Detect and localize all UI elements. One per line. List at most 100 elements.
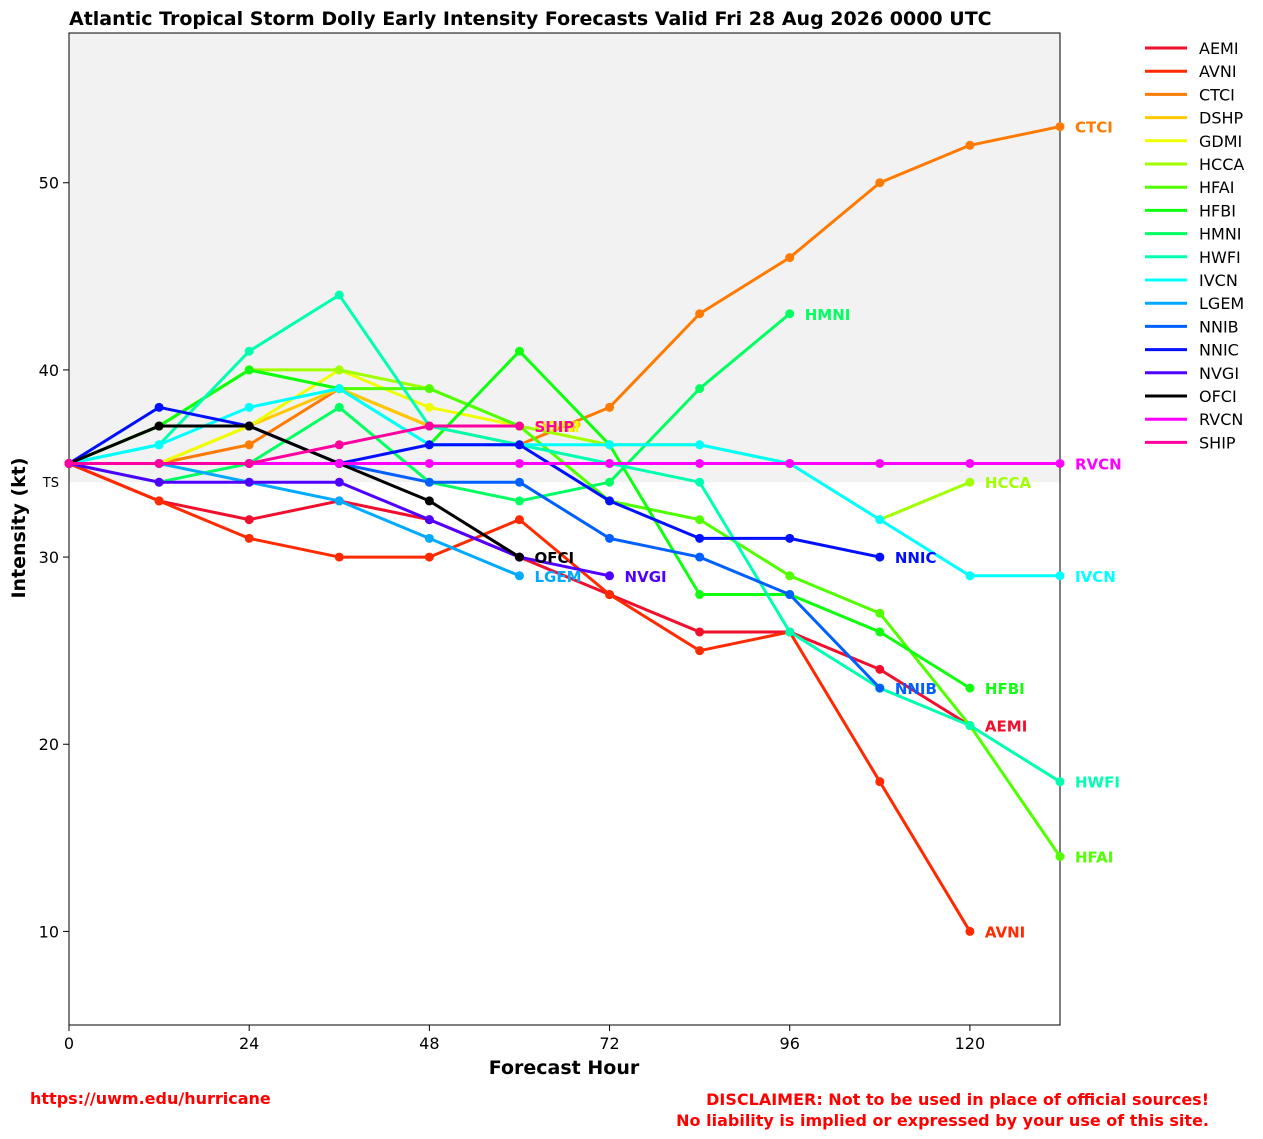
legend-label: LGEM [1199, 294, 1244, 313]
data-point [514, 458, 524, 468]
plot-frame [68, 32, 1061, 1026]
x-axis-label: Forecast Hour [489, 1057, 640, 1079]
legend-item-lgem: LGEM [1145, 294, 1244, 313]
legend-item-ship: SHIP [1145, 433, 1236, 452]
x-tick-label: 24 [239, 1034, 259, 1053]
data-point [605, 571, 615, 581]
series-end-label: NNIB [895, 680, 937, 698]
data-point [514, 571, 524, 581]
legend-label: CTCI [1199, 85, 1235, 104]
data-point [154, 421, 164, 431]
data-point [244, 515, 254, 525]
data-point [875, 683, 885, 693]
data-point [334, 290, 344, 300]
data-point [695, 646, 705, 656]
legend: AEMI AVNI CTCI DSHP GDMI HCCA HFAI HFBI HMNI HWFI… [1145, 39, 1244, 452]
series-end-label: SHIP [534, 418, 574, 436]
series-ship: SHIP [64, 418, 574, 468]
data-point [514, 346, 524, 356]
series-line [69, 125, 1061, 465]
x-tick-label: 0 [64, 1034, 74, 1053]
data-point [334, 440, 344, 450]
data-point [965, 458, 975, 468]
legend-label: HCCA [1199, 155, 1244, 174]
series-line [68, 405, 881, 559]
series-end-label: LGEM [534, 568, 581, 586]
legend-item-hcca: HCCA [1145, 155, 1244, 174]
data-point [785, 253, 795, 263]
data-point [965, 477, 975, 487]
ts-threshold-label: TS [42, 476, 59, 491]
series-ivcn: IVCN [64, 384, 1116, 586]
data-point [695, 458, 705, 468]
legend-item-hfai: HFAI [1145, 178, 1234, 197]
chart-title: Atlantic Tropical Storm Dolly Early Inte… [69, 8, 992, 30]
legend-label: RVCN [1199, 410, 1243, 429]
data-point [154, 496, 164, 506]
footer-disclaimer: DISCLAIMER: Not to be used in place of o… [676, 1089, 1209, 1131]
data-point [695, 515, 705, 525]
series-line [68, 387, 1060, 578]
series-line [68, 424, 521, 559]
data-point [424, 402, 434, 412]
x-tick-label: 72 [599, 1034, 619, 1053]
data-point [785, 590, 795, 600]
series-end-label: NNIC [895, 549, 937, 567]
data-point [695, 552, 705, 562]
data-point [605, 590, 615, 600]
data-point [695, 533, 705, 543]
series-end-label: HMNI [805, 306, 851, 324]
series-end-label: RVCN [1075, 455, 1122, 473]
legend-item-ivcn: IVCN [1145, 271, 1238, 290]
data-point [154, 402, 164, 412]
data-point [785, 627, 795, 637]
series-line [69, 424, 520, 465]
legend-label: AEMI [1199, 39, 1239, 58]
series-end-label: HFBI [985, 680, 1025, 698]
legend-label: HFBI [1199, 201, 1236, 220]
data-point [244, 346, 254, 356]
data-point [875, 608, 885, 618]
y-tick-label: 30 [39, 548, 59, 567]
data-point [605, 440, 615, 450]
data-point [244, 365, 254, 375]
data-point [244, 533, 254, 543]
legend-label: DSHP [1199, 109, 1244, 128]
disclaimer-line-2: No liability is implied or expressed by … [676, 1111, 1209, 1130]
x-tick-label: 48 [419, 1034, 439, 1053]
disclaimer-line-1: DISCLAIMER: Not to be used in place of o… [706, 1090, 1209, 1109]
series-line [68, 293, 1061, 783]
series-end-label: OFCI [534, 549, 574, 567]
series-end-label: NVGI [625, 568, 667, 586]
footer-url[interactable]: https://uwm.edu/hurricane [30, 1089, 271, 1108]
legend-item-aemi: AEMI [1145, 39, 1239, 58]
legend-label: HFAI [1199, 178, 1234, 197]
data-point [244, 402, 254, 412]
data-point [965, 721, 975, 731]
data-point [514, 552, 524, 562]
data-point [334, 384, 344, 394]
series-layer: AEMIAVNICTCIDSHPGDMIHCCAHFAIHFBIHMNIHWFI… [64, 119, 1122, 941]
y-tick-label: 40 [39, 361, 59, 380]
legend-item-rvcn: RVCN [1145, 410, 1243, 429]
data-point [695, 590, 705, 600]
legend-item-dshp: DSHP [1145, 109, 1244, 128]
legend-label: NNIB [1199, 317, 1239, 336]
data-point [424, 440, 434, 450]
data-point [965, 571, 975, 581]
data-point [1055, 777, 1065, 787]
legend-label: GDMI [1199, 132, 1242, 151]
y-axis-label: Intensity (kt) [8, 457, 30, 598]
data-point [244, 421, 254, 431]
data-point [334, 458, 344, 468]
data-point [244, 477, 254, 487]
series-end-label: HWFI [1075, 774, 1120, 792]
legend-item-nnib: NNIB [1145, 317, 1239, 336]
series-end-label: CTCI [1075, 119, 1113, 137]
data-point [514, 496, 524, 506]
legend-item-nvgi: NVGI [1145, 364, 1239, 383]
ts-shaded-region [69, 33, 1060, 483]
legend-item-hmni: HMNI [1145, 225, 1242, 244]
data-point [785, 533, 795, 543]
data-point [514, 421, 524, 431]
